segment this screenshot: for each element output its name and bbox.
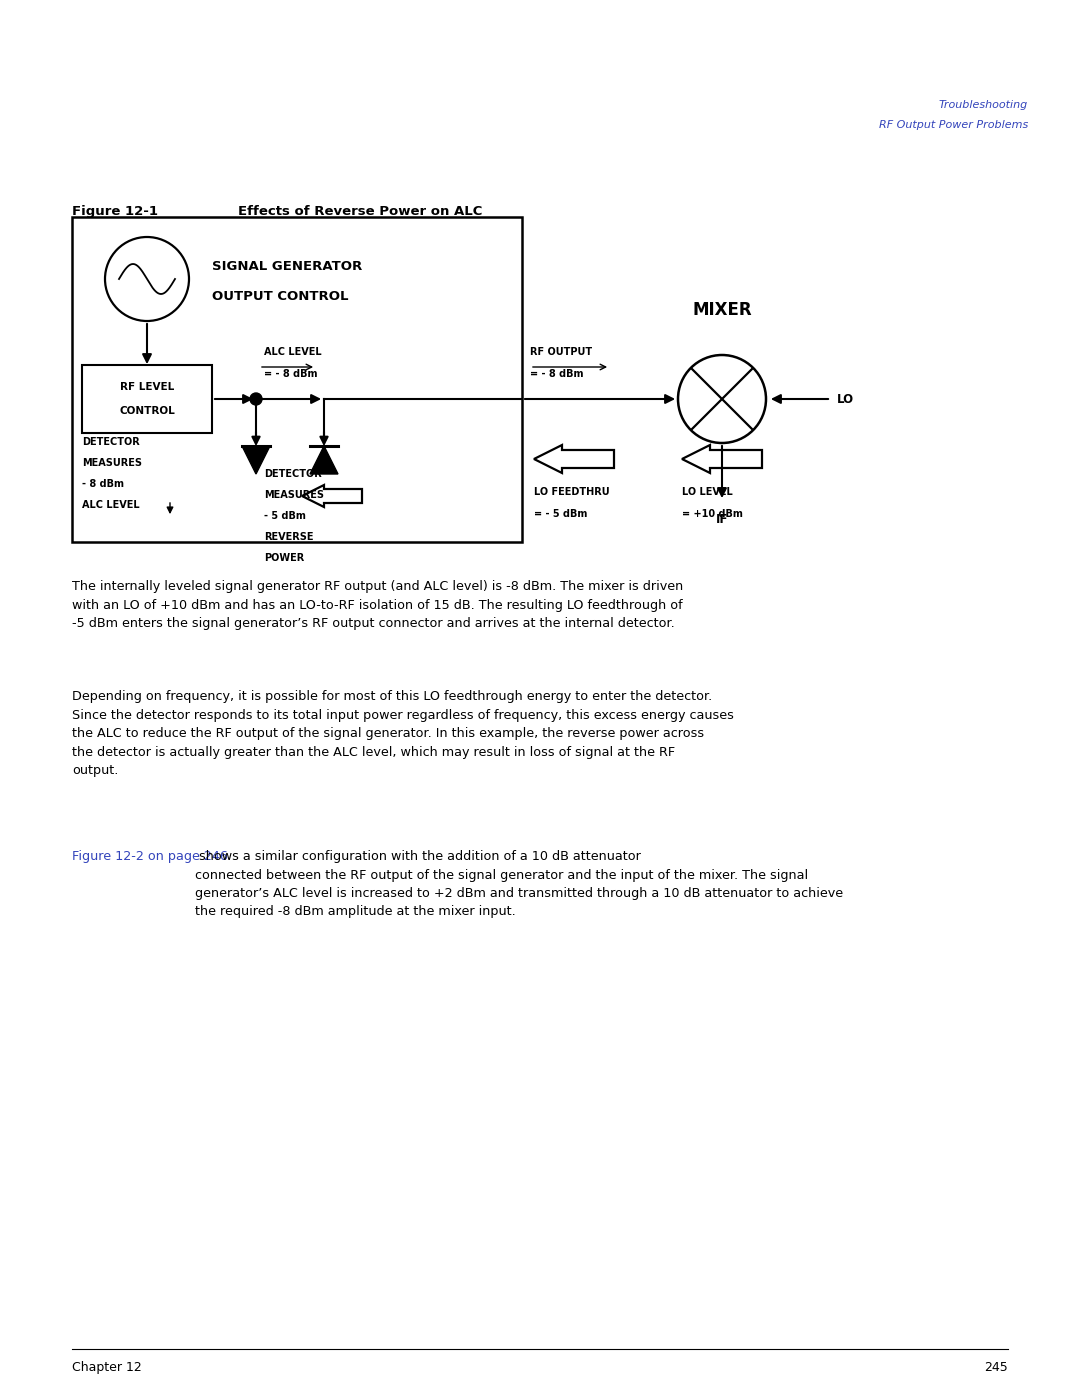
Text: shows a similar configuration with the addition of a 10 dB attenuator
connected : shows a similar configuration with the a… [195,849,843,918]
Text: = - 8 dBm: = - 8 dBm [264,369,318,379]
Text: LO LEVEL: LO LEVEL [681,488,732,497]
Text: REVERSE: REVERSE [264,532,313,542]
Text: RF OUTPUT: RF OUTPUT [530,346,592,358]
Bar [82,365,212,433]
Text: - 8 dBm: - 8 dBm [82,479,124,489]
Circle shape [678,355,766,443]
Text: The internally leveled signal generator RF output (and ALC level) is -8 dBm. The: The internally leveled signal generator … [72,580,684,630]
Bar [72,217,522,542]
Text: OUTPUT CONTROL: OUTPUT CONTROL [212,291,349,303]
Polygon shape [310,446,338,474]
Text: SIGNAL GENERATOR: SIGNAL GENERATOR [212,260,362,272]
Text: LO: LO [837,393,854,405]
Text: ALC LEVEL: ALC LEVEL [264,346,322,358]
Text: = - 5 dBm: = - 5 dBm [534,509,588,520]
Text: ALC LEVEL: ALC LEVEL [82,500,139,510]
Text: Troubleshooting: Troubleshooting [939,101,1028,110]
Text: Chapter 12: Chapter 12 [72,1361,141,1375]
Polygon shape [242,446,270,474]
Text: Effects of Reverse Power on ALC: Effects of Reverse Power on ALC [238,205,482,218]
Text: DETECTOR: DETECTOR [264,469,322,479]
Text: = +10 dBm: = +10 dBm [681,509,743,520]
Text: MEASURES: MEASURES [264,490,324,500]
Text: RF Output Power Problems: RF Output Power Problems [879,120,1028,130]
Text: RF LEVEL: RF LEVEL [120,381,174,393]
Circle shape [105,237,189,321]
Text: Figure 12-1: Figure 12-1 [72,205,158,218]
Text: 245: 245 [984,1361,1008,1375]
Text: DETECTOR: DETECTOR [82,437,139,447]
Text: Depending on frequency, it is possible for most of this LO feedthrough energy to: Depending on frequency, it is possible f… [72,690,734,777]
Text: IF: IF [716,513,728,527]
Text: CONTROL: CONTROL [119,407,175,416]
Text: = - 8 dBm: = - 8 dBm [530,369,583,379]
Text: MEASURES: MEASURES [82,458,141,468]
Text: MIXER: MIXER [692,300,752,319]
Text: Figure 12-2 on page 246: Figure 12-2 on page 246 [72,849,228,863]
Text: - 5 dBm: - 5 dBm [264,511,306,521]
Circle shape [249,393,262,405]
Text: POWER: POWER [264,553,305,563]
Text: LO FEEDTHRU: LO FEEDTHRU [534,488,609,497]
